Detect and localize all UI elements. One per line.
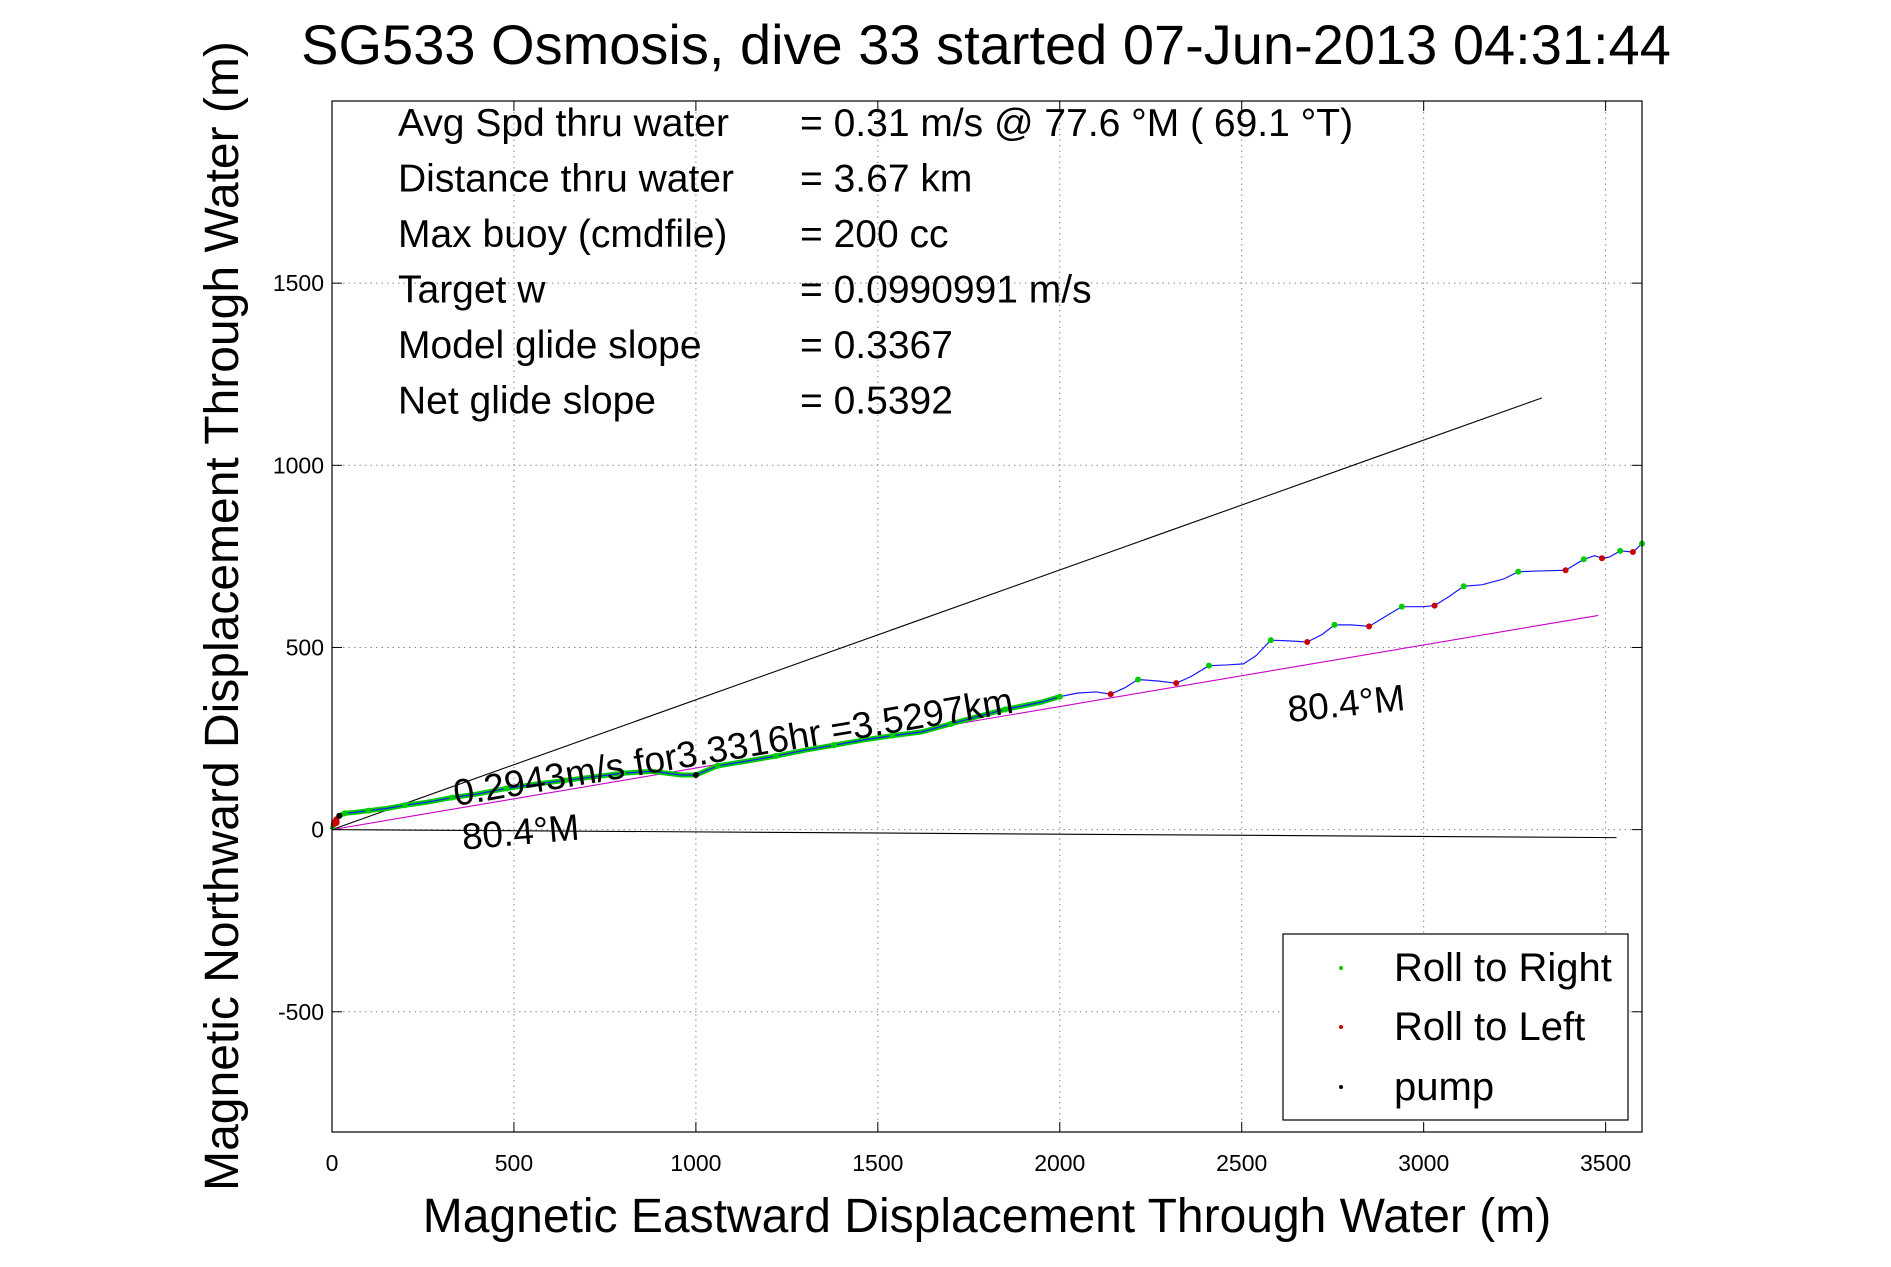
roll-left-marker [1304,639,1311,646]
legend-label-roll-left: Roll to Left [1394,1005,1585,1049]
roll-right-marker [1398,603,1405,610]
info-label: Net glide slope [398,380,656,423]
y-tick-label: 1000 [273,452,324,478]
x-axis-title: Magnetic Eastward Displacement Through W… [423,1190,1551,1243]
roll-right-marker [365,807,372,814]
info-value: = 0.5392 [800,380,953,423]
grid-layer [332,101,1642,1132]
reference-line-0 [331,397,1543,831]
y-tick-label: 0 [311,817,324,843]
marker-layer [330,540,1645,828]
track-series [329,543,1643,831]
legend-marker-pump [1339,1085,1343,1089]
info-value: = 0.3367 [800,324,953,367]
roll-left-marker [1366,623,1373,630]
info-label: Model glide slope [398,324,702,367]
x-tick-label: 0 [326,1150,339,1176]
roll-left-marker [1598,555,1605,562]
info-block: Avg Spd thru water = 0.31 m/s @ 77.6 °M (… [398,102,1353,423]
roll-right-marker [889,732,896,739]
x-tick-label: 3000 [1398,1150,1449,1176]
x-tick-label: 500 [495,1150,533,1176]
legend-marker-roll-right [1339,966,1343,970]
info-value: = 200 cc [800,213,949,256]
y-tick-label: 500 [286,634,324,660]
y-axis-title: Magnetic Northward Displacement Through … [196,41,249,1191]
reference-line-1 [331,829,1617,839]
roll-right-marker [1205,662,1212,669]
x-tick-label: 2000 [1034,1150,1085,1176]
x-tick-label: 1000 [670,1150,721,1176]
roll-right-marker [1056,693,1063,700]
roll-left-marker [1431,602,1438,609]
track-line-0 [331,543,1643,830]
y-tick-label: 1500 [273,270,324,296]
pump-marker [336,812,343,819]
info-label: Avg Spd thru water [398,102,729,145]
roll-right-marker [503,785,510,792]
legend: Roll to Right Roll to Left pump [1282,933,1629,1121]
annotation-1: 80.4°M [460,807,581,858]
tick-layer: 0 500 1000 1500 2000 2500 3000 3500 -500 0 500 1000… [273,101,1642,1176]
roll-right-marker [620,770,627,777]
x-tick-label: 2500 [1216,1150,1267,1176]
legend-marker-roll-left [1339,1025,1343,1029]
info-value: = 0.31 m/s @ 77.6 °M ( 69.1 °T) [800,102,1353,145]
roll-left-marker [1562,567,1569,574]
x-tick-label: 1500 [852,1150,903,1176]
info-value: = 3.67 km [800,158,972,201]
roll-right-marker [947,720,954,727]
plot-frame [331,100,1643,1133]
roll-left-marker [1629,549,1636,556]
legend-label-pump: pump [1394,1065,1494,1109]
roll-right-marker [1002,706,1009,713]
roll-left-marker [1173,680,1180,687]
roll-right-marker [401,802,408,809]
roll-right-marker [714,762,721,769]
origin-cluster-marker [331,818,340,827]
legend-label-roll-right: Roll to Right [1394,946,1612,990]
info-label: Distance thru water [398,158,734,201]
roll-right-marker [449,794,456,801]
info-label: Target w [398,269,546,312]
y-tick-label: -500 [278,999,324,1025]
roll-right-marker [1580,556,1587,563]
roll-right-marker [1515,568,1522,575]
roll-right-marker [1617,547,1624,554]
roll-right-marker [831,742,838,749]
chart-title: SG533 Osmosis, dive 33 started 07-Jun-20… [301,13,1671,76]
pump-marker [692,771,699,778]
roll-right-marker [561,777,568,784]
roll-right-marker [1331,621,1338,628]
roll-left-marker [1107,691,1114,698]
roll-right-marker [1267,637,1274,644]
x-tick-label: 3500 [1580,1150,1631,1176]
info-value: = 0.0990991 m/s [800,269,1092,312]
roll-right-marker [772,753,779,760]
roll-right-marker [341,810,348,817]
roll-right-marker [1460,583,1467,590]
info-label: Max buoy (cmdfile) [398,213,727,256]
roll-right-marker [1135,676,1142,683]
